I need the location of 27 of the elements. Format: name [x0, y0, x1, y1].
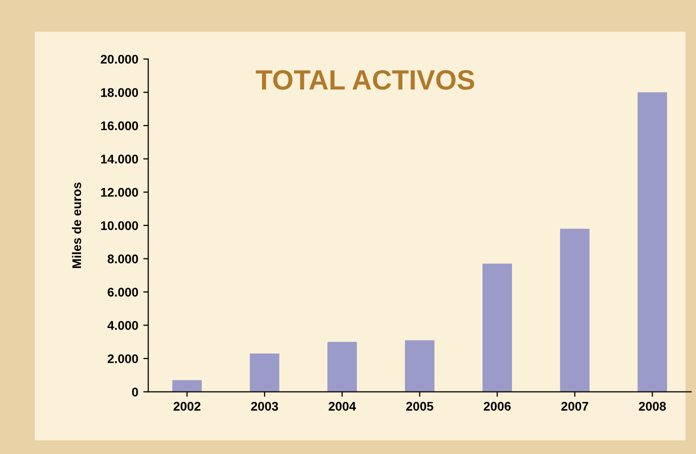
- bar: [560, 228, 590, 392]
- y-tick-label: 2.000: [108, 354, 138, 364]
- x-tick-label: 2006: [484, 402, 511, 411]
- x-tick-label: 2003: [251, 402, 278, 411]
- y-tick-label: 10.000: [101, 221, 138, 230]
- y-tick-label: 16.000: [101, 121, 138, 130]
- x-tick-label: 2008: [638, 402, 666, 411]
- bar: [327, 342, 357, 392]
- x-tick-label: 2002: [174, 402, 200, 411]
- y-tick-label: 8.000: [108, 254, 138, 264]
- x-tick-label: 2004: [328, 402, 356, 411]
- y-tick-label: 0: [132, 388, 138, 396]
- y-axis-title: Miles de euros: [72, 182, 82, 268]
- bar: [482, 264, 512, 392]
- y-tick-label: 4.000: [107, 321, 138, 330]
- y-tick-label: 20.000: [100, 54, 138, 64]
- bar: [250, 354, 280, 392]
- y-tick-label: 18.000: [101, 88, 138, 97]
- bar: [404, 340, 434, 392]
- bar: [172, 380, 202, 392]
- y-tick-label: 6.000: [108, 288, 138, 297]
- y-tick-label: 14.000: [101, 154, 138, 164]
- chart-title: TOTAL ACTIVOS: [256, 70, 474, 90]
- y-tick-label: 12.000: [101, 188, 138, 197]
- x-tick-label: 2007: [561, 402, 588, 411]
- bar: [638, 92, 668, 392]
- x-tick-label: 2005: [406, 402, 434, 411]
